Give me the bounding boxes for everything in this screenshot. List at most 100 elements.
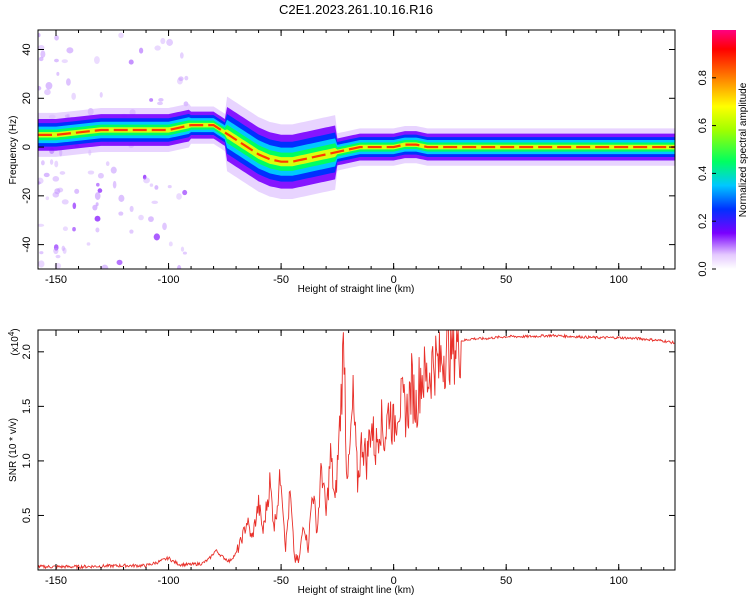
spectrogram-x-tick-label: -100	[158, 274, 180, 286]
spectrogram-noise	[38, 181, 41, 185]
snr-y-tick-label: 0.5	[21, 508, 33, 523]
spectrogram-noise	[97, 188, 103, 193]
colorbar-tick-label: 0.0	[697, 261, 709, 276]
spectrogram-noise	[86, 242, 91, 246]
spectrogram-ticks: -150 -100 -50 0 50 100 -40 -20 0 20 40	[21, 30, 675, 286]
spectrogram-noise	[178, 76, 184, 82]
spectrogram-noise	[112, 180, 117, 189]
spectrogram-noise	[72, 227, 76, 232]
spectrogram-noise	[44, 89, 51, 96]
spectrogram-y-tick-label: -40	[21, 237, 33, 253]
spectrogram-y-label: Frequency (Hz)	[8, 116, 19, 185]
spectrogram-noise	[56, 71, 60, 76]
colorbar-tick-label: 0.8	[697, 70, 709, 85]
spectrogram-frame	[37, 29, 676, 270]
spectrogram-noise	[179, 52, 184, 59]
spectrogram-noise	[74, 188, 80, 194]
snr-x-label: Height of straight line (km)	[298, 585, 415, 596]
spectrogram-y-tick-label: 40	[21, 43, 33, 55]
spectrogram-x-tick-label: -150	[45, 274, 67, 286]
snr-y-label: SNR (10 * v/v)	[8, 418, 19, 482]
spectrogram-noise	[62, 247, 67, 254]
colorbar-tick-label: 0.6	[697, 118, 709, 133]
spectrogram-noise	[53, 247, 59, 255]
spectrogram-noise	[138, 47, 144, 54]
spectrogram-noise	[97, 172, 104, 179]
spectrogram-x-tick-label: -50	[273, 274, 289, 286]
snr-frame	[37, 329, 676, 571]
spectrogram-noise	[59, 171, 66, 175]
snr-x-tick-label: -100	[158, 575, 180, 587]
spectrogram-noise	[54, 58, 59, 63]
spectrogram-noise	[55, 254, 61, 259]
spectrogram-y-tick-label: 20	[21, 92, 33, 104]
spectrogram-noise	[129, 205, 134, 212]
spectrogram-noise	[94, 215, 101, 222]
spectrogram-x-label: Height of straight line (km)	[298, 284, 415, 295]
spectrogram-noise	[116, 259, 123, 266]
spectrogram-noise	[71, 92, 76, 100]
spectrogram-noise	[157, 101, 163, 106]
spectrogram-noise	[154, 185, 159, 190]
spectrogram-noise	[61, 245, 66, 252]
spectrogram-noise	[66, 78, 71, 86]
spectrogram-noise	[54, 160, 59, 168]
spectrogram-noise	[149, 183, 154, 187]
spectrogram-noise	[118, 194, 125, 202]
spectrogram-noise	[53, 244, 59, 251]
colorbar-ticks: 0.0 0.2 0.4 0.6 0.8	[697, 70, 716, 277]
spectrogram-noise	[149, 98, 154, 102]
spectrogram-noise	[168, 241, 173, 247]
spectrogram-noise	[99, 92, 103, 98]
spectrogram-y-tick-label: 0	[21, 144, 33, 150]
spectrogram-noise	[95, 202, 99, 207]
snr-x-tick-label: -150	[45, 575, 67, 587]
spectrogram-noise	[153, 233, 161, 241]
spectrogram-noise	[62, 226, 68, 231]
snr-x-tick-label: 0	[391, 575, 397, 587]
spectrogram-panel: -150 -100 -50 0 50 100 -40 -20 0 20 40 Height of s…	[8, 29, 676, 295]
spectrogram-noise	[38, 85, 42, 91]
spectrogram-noise	[49, 159, 54, 165]
spectrogram-noise	[94, 56, 100, 64]
spectrogram-noise	[182, 251, 187, 255]
spectrogram-noise	[45, 81, 53, 90]
spectrogram-noise	[38, 260, 45, 268]
spectrogram-noise	[54, 35, 59, 41]
colorbar-tick-label: 0.4	[697, 166, 709, 181]
spectrogram-noise	[176, 193, 182, 200]
spectrogram-noise	[95, 227, 100, 233]
spectrogram-noise	[162, 222, 167, 231]
spectrogram-noise	[38, 33, 41, 38]
spectrogram-noise	[38, 56, 44, 62]
spectrogram-noise	[176, 264, 182, 269]
spectrogram-x-tick-label: 50	[500, 274, 512, 286]
spectrogram-noise	[92, 204, 98, 211]
spectrogram-noise	[38, 223, 45, 227]
spectrogram-noise	[138, 214, 144, 221]
chart-title: C2E1.2023.261.10.16.R16	[279, 2, 433, 17]
spectrogram-x-tick-label: 100	[610, 274, 628, 286]
spectrogram-noise	[167, 185, 172, 189]
spectrogram-noise	[41, 160, 45, 166]
spectrogram-noise	[52, 191, 60, 198]
spectrogram-noise	[87, 170, 95, 175]
spectrogram-noise	[110, 166, 117, 174]
spectrogram-noise	[143, 177, 150, 184]
spectrogram-noise	[118, 211, 124, 216]
spectrogram-noise	[52, 176, 60, 182]
spectrogram-ridge-core	[38, 124, 675, 163]
spectrogram-noise	[184, 75, 189, 81]
spectrogram-noise	[39, 251, 44, 255]
spectrogram-noise	[158, 98, 164, 102]
spectrogram-noise	[151, 200, 159, 205]
colorbar-tick-label: 0.2	[697, 214, 709, 229]
spectrogram-noise	[182, 189, 188, 196]
spectrogram-y-tick-label: -20	[21, 188, 33, 204]
snr-y-tick-label: 2.0	[21, 344, 33, 359]
spectrogram-noise	[45, 196, 50, 201]
spectrogram-noise	[154, 45, 161, 51]
spectrogram-noise	[66, 47, 74, 54]
snr-panel: -150 -100 -50 0 50 100 0.5 1.0 1.5 2.0 Height of …	[7, 328, 676, 596]
